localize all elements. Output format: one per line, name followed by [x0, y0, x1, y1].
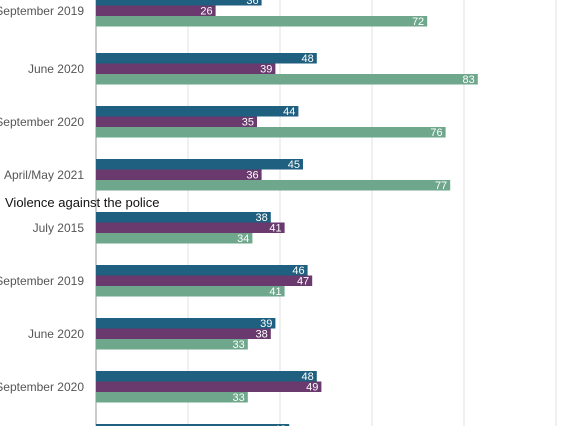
data-label: 77	[435, 180, 447, 192]
bar	[96, 116, 257, 127]
data-label: 83	[463, 74, 475, 86]
bar	[96, 212, 271, 223]
bar	[96, 127, 446, 138]
data-label: 34	[237, 233, 249, 245]
bar	[96, 5, 216, 16]
category-label: April/May 2021	[4, 168, 84, 182]
data-label: 38	[256, 329, 268, 341]
data-label: 48	[302, 371, 314, 383]
bar	[96, 371, 317, 382]
labels: September 2019 36 26 72 June 2020 48 39 83 Septe…	[0, 0, 475, 426]
category-label: September 2019	[0, 4, 84, 18]
bar	[96, 63, 276, 74]
bar	[96, 53, 317, 64]
category-label: July 2015	[33, 221, 85, 235]
bar	[96, 74, 478, 85]
bar	[96, 233, 253, 244]
data-label: 26	[200, 6, 212, 18]
data-label: 48	[302, 53, 314, 65]
data-label: 39	[260, 64, 272, 76]
data-label: 44	[283, 106, 295, 118]
category-label: September 2020	[0, 115, 84, 129]
data-label: 72	[412, 16, 424, 28]
bar	[96, 392, 248, 403]
bar	[96, 265, 308, 276]
data-label: 42	[274, 424, 286, 426]
data-label: 41	[269, 223, 281, 235]
bar	[96, 328, 271, 339]
data-label: 49	[306, 382, 318, 394]
data-label: 35	[242, 117, 254, 129]
category-label: September 2020	[0, 380, 84, 394]
bars	[96, 0, 478, 426]
data-label: 33	[233, 392, 245, 404]
data-label: 46	[292, 265, 304, 277]
bar	[96, 16, 428, 27]
bar	[96, 180, 451, 191]
category-label: September 2019	[0, 274, 84, 288]
category-label: June 2020	[28, 62, 84, 76]
data-label: 41	[269, 286, 281, 298]
data-label: 36	[246, 170, 258, 182]
category-label: June 2020	[28, 327, 84, 341]
bar	[96, 318, 276, 329]
data-label: 33	[233, 339, 245, 351]
section-title: Violence against the police	[5, 195, 159, 210]
data-label: 76	[430, 127, 442, 139]
bar	[96, 424, 290, 426]
bar	[96, 106, 299, 117]
bar	[96, 339, 248, 350]
data-label: 47	[297, 276, 309, 288]
data-label: 36	[246, 0, 258, 7]
bar	[96, 0, 262, 6]
bar	[96, 169, 262, 180]
data-label: 38	[256, 212, 268, 224]
data-label: 39	[260, 318, 272, 330]
bar	[96, 286, 285, 297]
data-label: 45	[288, 159, 300, 171]
bar	[96, 381, 322, 392]
bar	[96, 222, 285, 233]
bar	[96, 275, 313, 286]
bar	[96, 159, 303, 170]
